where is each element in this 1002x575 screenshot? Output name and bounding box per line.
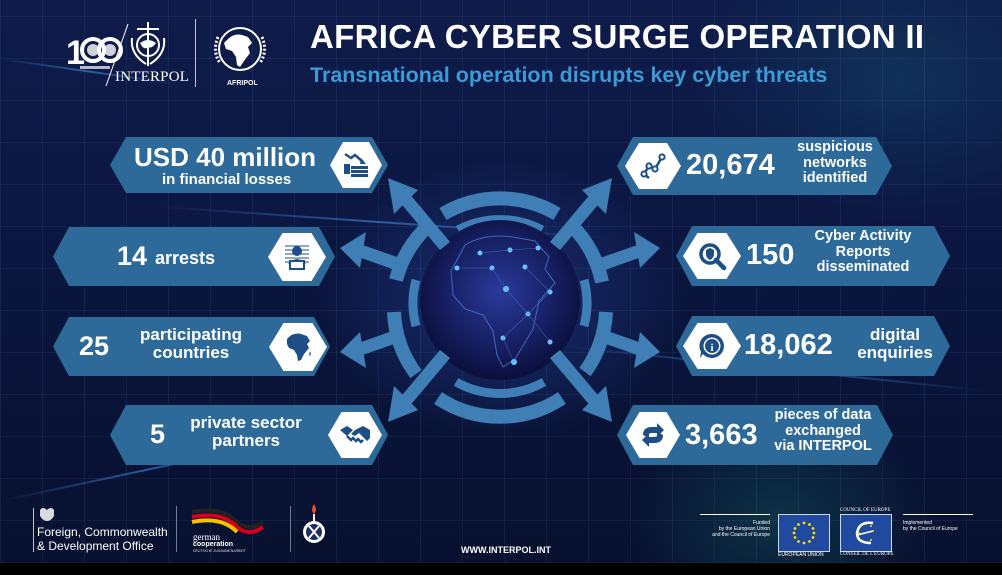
royal-arms-icon xyxy=(40,508,54,521)
stat-label-line: networks xyxy=(803,154,867,171)
footer-rule xyxy=(903,514,973,515)
stat-value: 18,062 xyxy=(744,329,833,361)
fcdo-line: & Development Office xyxy=(37,539,154,553)
stat-label-line: private sector xyxy=(190,413,302,432)
africa-outline xyxy=(450,235,556,368)
stat-label-line: enquiries xyxy=(857,343,933,363)
fcdo-line: Foreign, Commonwealth xyxy=(37,525,168,539)
afripol-logo xyxy=(208,23,272,83)
eu-flag xyxy=(778,514,830,552)
stat-value: 5 xyxy=(150,419,166,449)
german-cooperation-line2: cooperation xyxy=(193,541,234,548)
infographic: 1 INTERPOL AFRIPOL AFRICA CYBER SURGE OP… xyxy=(0,0,1002,563)
stat-label-line: participating xyxy=(139,325,242,344)
segmented-ring xyxy=(387,191,613,424)
stat-panel-data-exchanged: 3,663 pieces of data exchanged via INTER… xyxy=(617,405,893,465)
stat-label-line: exchanged xyxy=(785,422,861,439)
handshake-icon xyxy=(328,412,382,458)
header-divider xyxy=(195,19,196,87)
stat-panel-private-partners: 5 private sector partners xyxy=(110,405,388,465)
german-flag-ribbon-icon xyxy=(191,508,265,534)
svg-text:i: i xyxy=(710,342,713,354)
afripol-wordmark: AFRIPOL xyxy=(227,80,258,87)
stat-label-line: countries xyxy=(152,343,230,363)
coe-top-label: COUNCIL OF EUROPE xyxy=(840,508,891,513)
implemented-line: by the Council of Europe xyxy=(903,526,958,532)
website-link[interactable]: WWW.INTERPOL.INT xyxy=(461,545,551,555)
funded-line: Funded xyxy=(753,520,770,526)
stat-label-line: identified xyxy=(802,170,868,187)
funded-by-text: Funded by the European Union and the Cou… xyxy=(700,520,770,538)
stat-label-line: pieces of data xyxy=(774,407,872,423)
stat-label: private sector partners xyxy=(182,414,310,451)
stat-label-line: partners xyxy=(211,431,281,451)
footer-divider xyxy=(33,508,34,552)
stat-panel-arrests: 14 arrests xyxy=(53,227,335,286)
stat-label: Cyber Activity Reports disseminated xyxy=(804,229,922,276)
stat-panel-cyber-reports: 150 Cyber Activity Reports disseminated xyxy=(676,226,950,286)
stat-value: 20,674 xyxy=(686,149,775,181)
german-cooperation-line3: DEUTSCHE ZUSAMMENARBEIT xyxy=(193,549,246,553)
interpol-wordmark: INTERPOL xyxy=(115,69,190,85)
interpol-emblem xyxy=(128,22,168,72)
funded-line: by the European Union xyxy=(718,526,770,532)
inner-ring xyxy=(408,215,592,398)
footer-rule xyxy=(700,514,770,515)
police-crest-icon xyxy=(303,504,325,543)
footer-divider xyxy=(290,506,291,552)
fcdo-logo: Foreign, Commonwealth & Development Offi… xyxy=(37,525,168,553)
logo-slash xyxy=(105,23,129,87)
stat-label: digital enquiries xyxy=(854,326,936,363)
coe-bottom-label: CONSEIL DE L'EUROPE xyxy=(840,552,894,557)
footer-divider xyxy=(176,506,177,552)
stat-label: participating countries xyxy=(133,326,249,363)
eu-stars-icon xyxy=(792,521,816,545)
stat-panel-suspicious-networks: 20,674 suspicious networks identified xyxy=(617,137,892,195)
info-chat-icon: i xyxy=(683,323,741,369)
interpol-centenary-logo: 1 xyxy=(66,26,124,80)
globe xyxy=(420,220,580,380)
stat-label-line: digital xyxy=(869,325,921,344)
stat-value: USD 40 million xyxy=(134,142,317,172)
stat-value: 150 xyxy=(746,239,795,271)
stat-panel-financial-losses: USD 40 million in financial losses xyxy=(110,137,388,193)
stat-label: in financial losses xyxy=(162,171,292,188)
shield-magnifier-icon xyxy=(683,233,741,279)
center-africa-network-graphic xyxy=(340,178,660,424)
radiating-arrows xyxy=(340,178,660,422)
stat-label: arrests xyxy=(155,248,216,268)
mugshot-icon xyxy=(268,233,326,281)
page-title: AFRICA CYBER SURGE OPERATION II xyxy=(310,18,925,55)
stat-value: 25 xyxy=(79,331,110,361)
network-links xyxy=(457,247,551,363)
stat-label-line: suspicious xyxy=(797,139,873,155)
money-loss-icon xyxy=(330,142,382,188)
exchange-arrows-icon xyxy=(626,412,680,458)
africa-map-icon xyxy=(269,323,327,371)
eu-label: EUROPEAN UNION xyxy=(778,552,824,558)
funded-line: and the Council of Europe xyxy=(712,532,770,538)
stat-label: suspicious networks identified xyxy=(795,140,875,187)
network-nodes-icon xyxy=(625,143,681,189)
stat-value: 3,663 xyxy=(685,419,758,451)
bottom-letterbox xyxy=(0,563,1002,575)
stat-label-line: Reports xyxy=(835,243,891,260)
implemented-by-text: Implemented by the Council of Europe xyxy=(903,520,958,532)
stat-panel-countries: 25 participating countries xyxy=(53,317,330,376)
page-subtitle: Transnational operation disrupts key cyb… xyxy=(310,63,828,87)
german-cooperation-line1: german xyxy=(193,532,220,542)
stat-label-line: disseminated xyxy=(816,259,910,276)
stat-label-line: via INTERPOL xyxy=(774,438,872,455)
stat-panel-digital-enquiries: i 18,062 digital enquiries xyxy=(676,316,950,376)
stat-label: pieces of data exchanged via INTERPOL xyxy=(767,408,879,455)
implemented-line: Implemented xyxy=(903,520,932,526)
coe-emblem-icon xyxy=(855,521,874,545)
stat-label-line: Cyber Activity xyxy=(814,228,912,244)
council-of-europe-flag xyxy=(840,514,892,552)
stat-value: 14 xyxy=(117,241,148,271)
centenary-one: 1 xyxy=(66,34,85,72)
